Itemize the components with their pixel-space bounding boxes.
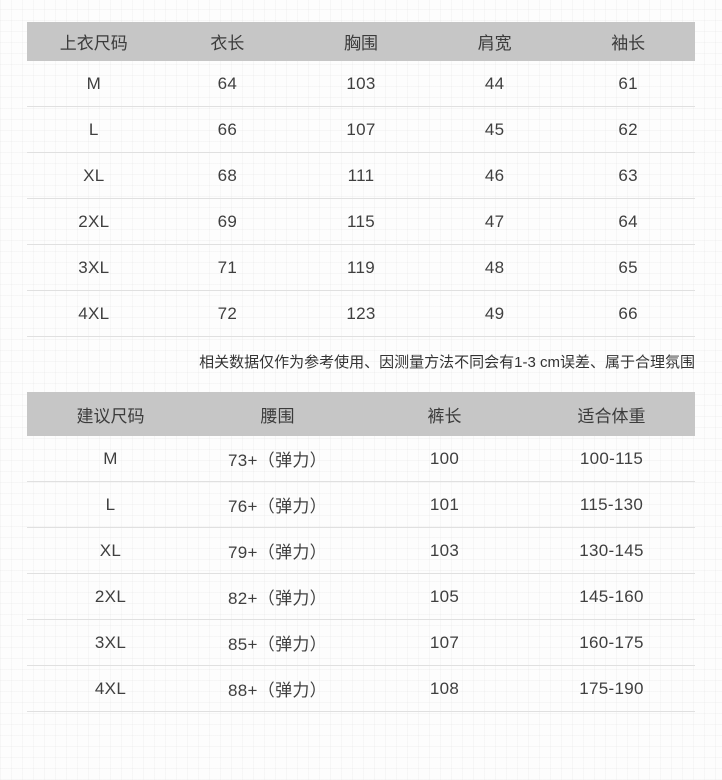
table-cell: 44 — [427, 61, 562, 107]
table-cell: 69 — [160, 198, 295, 245]
table-cell: 4XL — [27, 290, 161, 337]
table-cell: 107 — [294, 106, 428, 153]
table-row: M 73+（弹力） 100 100-115 — [27, 436, 695, 482]
table-row: L 76+（弹力） 101 115-130 — [27, 481, 695, 528]
table-row: L 66 107 45 62 — [27, 106, 695, 153]
column-header: 上衣尺码 — [27, 22, 161, 61]
table-cell: 66 — [160, 106, 295, 153]
table-cell: 160-175 — [528, 619, 695, 666]
table-cell: M — [27, 436, 194, 482]
table-cell: 103 — [294, 61, 428, 107]
table-cell: 45 — [427, 106, 562, 153]
table-cell: 111 — [294, 152, 428, 199]
top-table-body: M 64 103 44 61 L 66 107 45 62 XL 68 111 46 63 2XL 69 115 4… — [27, 61, 695, 337]
table-cell: 115-130 — [528, 481, 695, 528]
table-cell: 115 — [294, 198, 428, 245]
table-cell: 123 — [294, 290, 428, 337]
table-cell: 76+（弹力） — [194, 481, 361, 528]
suggested-pants-size-table: 建议尺码 腰围 裤长 适合体重 M 73+（弹力） 100 100-115 L 76+（弹力） 1… — [27, 392, 695, 712]
bottom-table-header-row: 建议尺码 腰围 裤长 适合体重 — [27, 392, 695, 436]
table-cell: 48 — [427, 244, 562, 291]
table-row: 3XL 71 119 48 65 — [27, 244, 695, 291]
table-cell: 175-190 — [528, 665, 695, 712]
table-cell: 88+（弹力） — [194, 665, 361, 712]
top-table-header-row: 上衣尺码 衣长 胸围 肩宽 袖长 — [27, 22, 695, 61]
table-cell: 130-145 — [528, 527, 695, 574]
column-header: 衣长 — [160, 22, 295, 61]
size-chart-sheet: 上衣尺码 衣长 胸围 肩宽 袖长 M 64 103 44 61 L 66 107 45 62 XL 68 111… — [27, 22, 695, 712]
column-header: 袖长 — [561, 22, 695, 61]
table-cell: 62 — [561, 106, 695, 153]
table-cell: 64 — [160, 61, 295, 107]
table-cell: 61 — [561, 61, 695, 107]
table-cell: 2XL — [27, 573, 194, 620]
table-row: 4XL 88+（弹力） 108 175-190 — [27, 665, 695, 712]
table-cell: 68 — [160, 152, 295, 199]
table-cell: 105 — [361, 573, 528, 620]
table-cell: L — [27, 106, 161, 153]
table-cell: 3XL — [27, 619, 194, 666]
column-header: 裤长 — [361, 392, 528, 436]
measurement-disclaimer-note: 相关数据仅作为参考使用、因测量方法不同会有1-3 cm误差、属于合理氛围 — [199, 354, 695, 371]
column-header: 腰围 — [194, 392, 361, 436]
column-header: 建议尺码 — [27, 392, 194, 436]
table-cell: 63 — [561, 152, 695, 199]
table-cell: 145-160 — [528, 573, 695, 620]
bottom-table-body: M 73+（弹力） 100 100-115 L 76+（弹力） 101 115-130 XL 79… — [27, 436, 695, 712]
table-cell: 100 — [361, 436, 528, 482]
table-cell: M — [27, 61, 161, 107]
table-cell: 71 — [160, 244, 295, 291]
table-cell: 100-115 — [528, 436, 695, 482]
table-row: XL 79+（弹力） 103 130-145 — [27, 527, 695, 574]
column-header: 适合体重 — [528, 392, 695, 436]
table-cell: 72 — [160, 290, 295, 337]
table-cell: 103 — [361, 527, 528, 574]
column-header: 肩宽 — [427, 22, 562, 61]
table-cell: 4XL — [27, 665, 194, 712]
table-cell: 82+（弹力） — [194, 573, 361, 620]
column-header: 胸围 — [294, 22, 428, 61]
table-cell: 73+（弹力） — [194, 436, 361, 482]
table-cell: 65 — [561, 244, 695, 291]
table-row: 2XL 69 115 47 64 — [27, 198, 695, 245]
table-cell: 3XL — [27, 244, 161, 291]
table-cell: 107 — [361, 619, 528, 666]
table-row: 4XL 72 123 49 66 — [27, 290, 695, 337]
table-cell: 47 — [427, 198, 562, 245]
table-cell: 108 — [361, 665, 528, 712]
table-cell: 49 — [427, 290, 562, 337]
table-cell: 85+（弹力） — [194, 619, 361, 666]
table-cell: 101 — [361, 481, 528, 528]
table-cell: 79+（弹力） — [194, 527, 361, 574]
table-row: XL 68 111 46 63 — [27, 152, 695, 199]
top-garment-size-table: 上衣尺码 衣长 胸围 肩宽 袖长 M 64 103 44 61 L 66 107 45 62 XL 68 111… — [27, 22, 695, 337]
table-row: M 64 103 44 61 — [27, 61, 695, 107]
table-cell: 2XL — [27, 198, 161, 245]
table-cell: 46 — [427, 152, 562, 199]
table-cell: 66 — [561, 290, 695, 337]
table-cell: XL — [27, 152, 161, 199]
table-row: 3XL 85+（弹力） 107 160-175 — [27, 619, 695, 666]
table-row: 2XL 82+（弹力） 105 145-160 — [27, 573, 695, 620]
table-cell: XL — [27, 527, 194, 574]
table-cell: 64 — [561, 198, 695, 245]
table-cell: 119 — [294, 244, 428, 291]
table-cell: L — [27, 481, 194, 528]
